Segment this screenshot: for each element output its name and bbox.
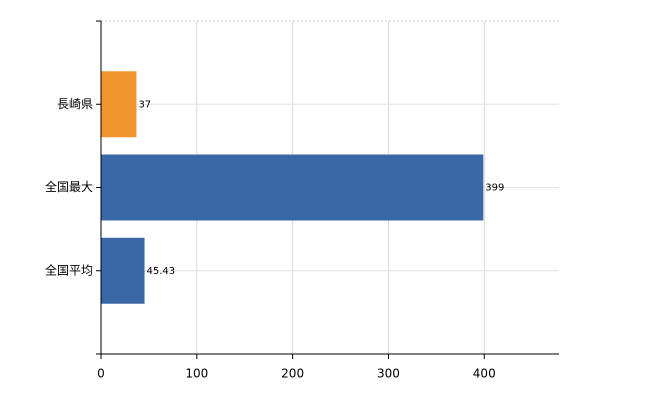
y-tick-label: 全国最大	[45, 179, 93, 194]
y-tick-label: 全国平均	[45, 262, 93, 277]
value-label: 37	[138, 99, 151, 110]
x-tick-label: 0	[97, 367, 105, 381]
x-tick-label: 400	[473, 367, 496, 381]
value-label: 399	[485, 183, 504, 194]
bar	[101, 154, 484, 221]
x-tick-label: 200	[281, 367, 304, 381]
value-label: 45.43	[147, 266, 176, 277]
x-tick-label: 100	[185, 367, 208, 381]
y-tick-label: 長崎県	[57, 97, 93, 111]
x-tick-label: 300	[377, 367, 400, 381]
bar	[101, 71, 137, 138]
bar	[101, 237, 145, 304]
